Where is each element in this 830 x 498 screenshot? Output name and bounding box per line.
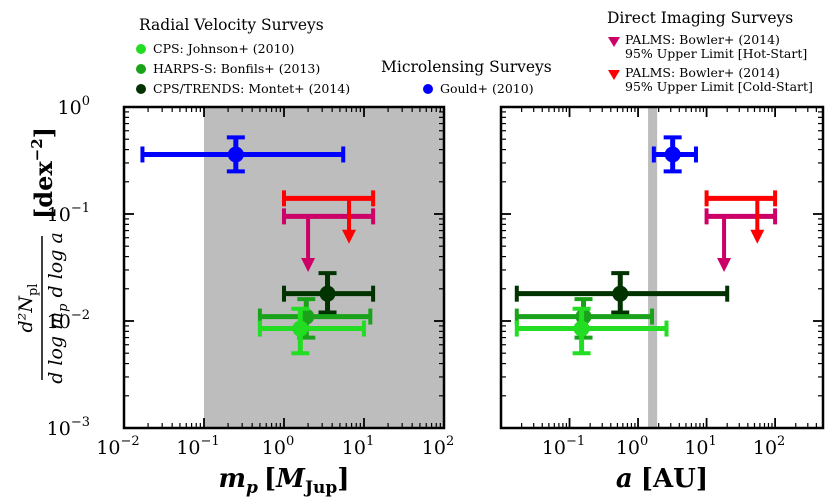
legend-di-title: Direct Imaging Surveys xyxy=(607,9,793,27)
legend-di-entry-1: PALMS: Bowler+ (2014) xyxy=(625,32,780,47)
legend-rv-marker-3 xyxy=(136,84,146,94)
legend-radial-velocity: Radial Velocity Surveys CPS: Johnson+ (2… xyxy=(136,16,350,96)
left-xtick-label: 10−2 xyxy=(96,434,139,459)
left-xtick-label: 101 xyxy=(342,434,374,459)
legend-rv-entry-1: CPS: Johnson+ (2010) xyxy=(153,41,294,56)
left-shaded-region xyxy=(204,107,444,428)
y-tick-label: 10−2 xyxy=(47,308,90,333)
legend-microlensing: Microlensing Surveys Gould+ (2010) xyxy=(381,58,552,96)
right-xtick-label: 102 xyxy=(753,434,785,459)
right-point-3 xyxy=(514,306,669,356)
left-point-4 xyxy=(282,208,376,272)
right-xtick-label: 100 xyxy=(616,434,648,459)
legend-rv-marker-2 xyxy=(136,64,146,74)
y-axis-label: d²Npl d log mp d log a [dex−2] xyxy=(15,127,71,384)
data-marker xyxy=(573,320,590,337)
data-marker xyxy=(319,285,336,302)
legend-micro-entry-1: Gould+ (2010) xyxy=(440,81,534,96)
right-panel: 10−1 100 101 102 a [AU] xyxy=(499,105,825,494)
right-plot-frame xyxy=(499,105,825,430)
legend-di-entry-1-line2: 95% Upper Limit [Hot-Start] xyxy=(625,46,807,61)
legend-di-marker-2 xyxy=(608,70,620,80)
upper-limit-arrowhead xyxy=(717,257,732,272)
y-tick-label: 10−3 xyxy=(47,415,90,440)
data-marker xyxy=(227,146,244,163)
data-marker xyxy=(612,285,629,302)
legend-di-marker-1 xyxy=(608,37,620,47)
left-x-axis-label: mp [MJup] xyxy=(218,464,349,498)
upper-limit-arrowhead xyxy=(342,229,357,244)
y-tick-label: 100 xyxy=(58,94,90,119)
legend-direct-imaging: Direct Imaging Surveys PALMS: Bowler+ (2… xyxy=(607,9,813,94)
upper-limit-arrowhead xyxy=(750,229,765,244)
legend-di-entry-2-line2: 95% Upper Limit [Cold-Start] xyxy=(625,79,813,94)
left-axis-ticks xyxy=(123,106,445,429)
upper-limit-arrowhead xyxy=(301,257,316,272)
left-data-points xyxy=(140,135,376,356)
left-x-tick-labels: 10−2 10−1 100 101 102 xyxy=(96,434,454,459)
y-label-unit: [dex−2] xyxy=(28,127,58,219)
right-point-0 xyxy=(651,135,698,174)
right-point-5 xyxy=(704,190,778,244)
right-xtick-label: 10−1 xyxy=(542,434,585,459)
legend-rv-entry-2: HARPS-S: Bonfils+ (2013) xyxy=(153,61,320,76)
right-xtick-label: 101 xyxy=(684,434,716,459)
left-point-3 xyxy=(257,306,366,356)
legend-micro-marker-1 xyxy=(423,84,433,94)
legend-di-entry-2: PALMS: Bowler+ (2014) xyxy=(625,65,780,80)
right-shade-band xyxy=(648,107,658,428)
left-xtick-label: 102 xyxy=(422,434,454,459)
y-tick-label: 10−1 xyxy=(47,201,90,226)
legend-rv-title: Radial Velocity Surveys xyxy=(139,16,324,34)
legend-micro-title: Microlensing Surveys xyxy=(381,58,552,76)
y-label-denominator: d log mp d log a xyxy=(45,232,71,384)
left-point-1 xyxy=(282,271,376,315)
right-x-tick-labels: 10−1 100 101 102 xyxy=(542,434,785,459)
data-marker xyxy=(292,320,309,337)
data-marker xyxy=(664,146,681,163)
right-point-4 xyxy=(704,208,778,272)
legend-rv-entry-3: CPS/TRENDS: Montet+ (2014) xyxy=(153,81,350,96)
left-point-5 xyxy=(282,190,376,244)
right-data-points xyxy=(514,135,778,356)
legend-rv-marker-1 xyxy=(136,44,146,54)
left-xtick-label: 100 xyxy=(262,434,294,459)
y-label-numerator: d²Npl xyxy=(15,284,41,333)
left-shade-band xyxy=(204,107,444,428)
right-axis-ticks xyxy=(500,106,824,429)
left-xtick-label: 10−1 xyxy=(176,434,219,459)
right-x-axis-label: a [AU] xyxy=(616,464,708,494)
right-shaded-region xyxy=(648,107,658,428)
left-y-tick-labels: 100 10−1 10−2 10−3 xyxy=(47,94,90,440)
right-point-1 xyxy=(514,271,730,315)
left-point-0 xyxy=(140,135,346,174)
